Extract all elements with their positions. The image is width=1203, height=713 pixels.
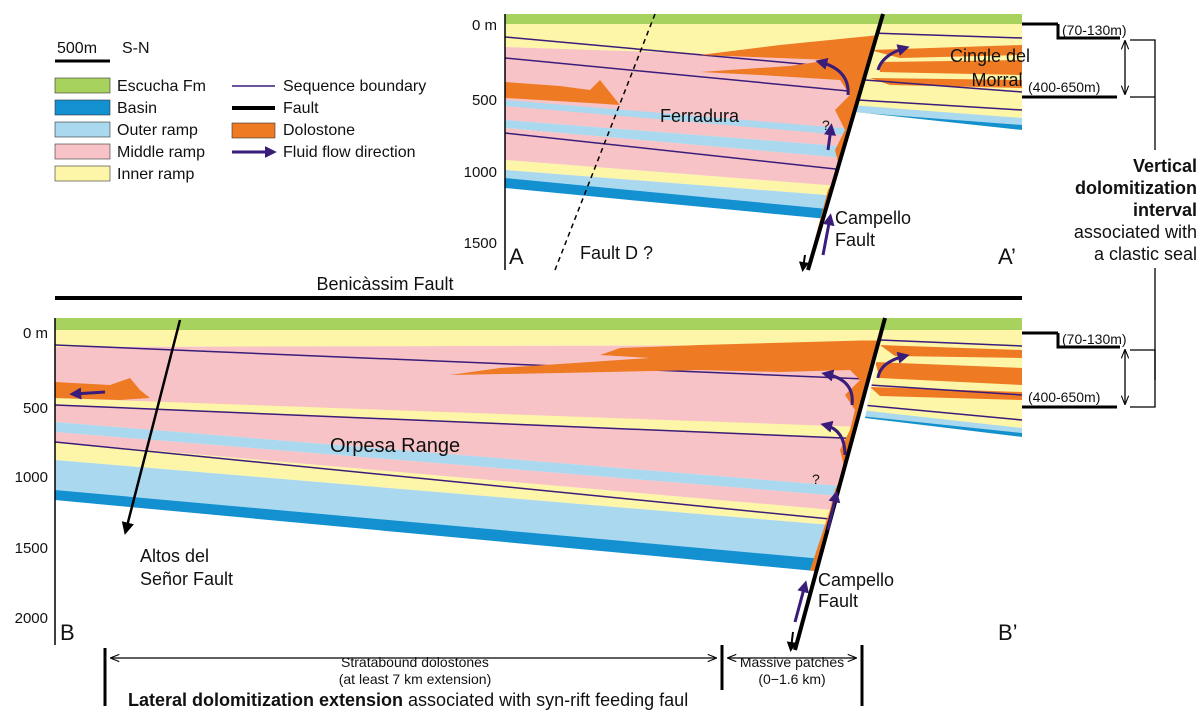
depth-label: 1000 — [464, 164, 497, 181]
swatch — [55, 100, 110, 115]
escucha — [505, 14, 883, 24]
lateral-note: Stratabound dolostones (at least 7 km ex… — [105, 645, 862, 710]
depth-label: 500 — [23, 400, 48, 417]
label: A — [509, 244, 524, 269]
extent-label: (at least 7 km extension) — [339, 671, 492, 687]
label: A’ — [998, 244, 1016, 269]
label: B — [60, 620, 75, 645]
swatch — [55, 122, 110, 137]
label: ? — [812, 471, 820, 487]
label: Campello — [835, 208, 911, 228]
section-b: 0 m 500 1000 1500 2000 Orpesa Range Alto… — [15, 318, 1155, 650]
hangingwall — [55, 330, 890, 578]
label: Campello — [818, 570, 894, 590]
swatch — [232, 123, 275, 138]
cross-section: 500m S-N Escucha Fm Basin Outer ramp Mid… — [0, 0, 1203, 713]
extent-label: Stratabound dolostones — [341, 654, 489, 670]
bracket — [1130, 350, 1155, 407]
interval-label: (400-650m) — [1028, 389, 1100, 405]
legend-label: Dolostone — [283, 122, 355, 139]
note: associated with — [1074, 222, 1197, 242]
interval-label: (70-130m) — [1062, 331, 1127, 347]
section-a: 0 m 500 1000 1500 Ferradura Cingle del M… — [464, 14, 1155, 270]
swatch — [55, 166, 110, 181]
depth-label: 2000 — [15, 610, 48, 627]
scale-orientation: S-N — [122, 40, 150, 57]
label: Orpesa Range — [330, 435, 460, 457]
label: Fault — [818, 591, 858, 611]
label: Ferradura — [660, 106, 740, 126]
lateral-title-rest: associated with syn-rift feeding faul — [408, 690, 688, 710]
legend-label: Basin — [117, 100, 157, 117]
depth-label: 1500 — [464, 235, 497, 252]
escucha — [880, 14, 1022, 24]
flow-arrow — [74, 392, 105, 394]
label: ? — [822, 117, 830, 133]
label: Señor Fault — [140, 569, 233, 589]
hangingwall — [505, 24, 890, 250]
page: 500m S-N Escucha Fm Basin Outer ramp Mid… — [0, 0, 1203, 713]
swatch — [55, 144, 110, 159]
swatch — [55, 78, 110, 93]
extent-label: (0−1.6 km) — [758, 671, 825, 687]
legend-label: Fluid flow direction — [283, 144, 416, 161]
legend: 500m S-N Escucha Fm Basin Outer ramp Mid… — [55, 40, 426, 183]
depth-label: 0 m — [23, 325, 48, 342]
label: Fault D ? — [580, 243, 653, 263]
interval-label: (70-130m) — [1062, 22, 1127, 38]
note: dolomitization — [1075, 178, 1197, 198]
legend-label: Middle ramp — [117, 144, 205, 161]
flow-arrow — [823, 218, 830, 255]
footwall — [860, 330, 1022, 440]
label: Benicàssim Fault — [316, 274, 453, 294]
note: a clastic seal — [1094, 244, 1197, 264]
fault-slip — [791, 632, 793, 648]
extent-label: Massive patches — [740, 654, 844, 670]
lateral-title-bold: Lateral dolomitization extension — [128, 690, 403, 710]
bracket — [1130, 40, 1155, 97]
label: Cingle del — [950, 46, 1030, 66]
label: Morral — [971, 70, 1022, 90]
depth-label: 1500 — [15, 540, 48, 557]
scale-length: 500m — [57, 40, 97, 57]
legend-label: Escucha Fm — [117, 78, 206, 95]
depth-label: 0 m — [472, 17, 497, 34]
note: interval — [1133, 200, 1197, 220]
label: Altos del — [140, 546, 209, 566]
label: B’ — [998, 620, 1018, 645]
depth-label: 500 — [472, 92, 497, 109]
depth-label: 1000 — [15, 469, 48, 486]
legend-label: Sequence boundary — [283, 78, 426, 95]
legend-label: Inner ramp — [117, 166, 194, 183]
legend-label: Outer ramp — [117, 122, 198, 139]
interval-label: (400-650m) — [1028, 79, 1100, 95]
legend-label: Fault — [283, 100, 319, 117]
note: Vertical — [1133, 156, 1197, 176]
label: Fault — [835, 230, 875, 250]
escucha — [882, 318, 1022, 330]
fault-slip — [803, 255, 805, 268]
